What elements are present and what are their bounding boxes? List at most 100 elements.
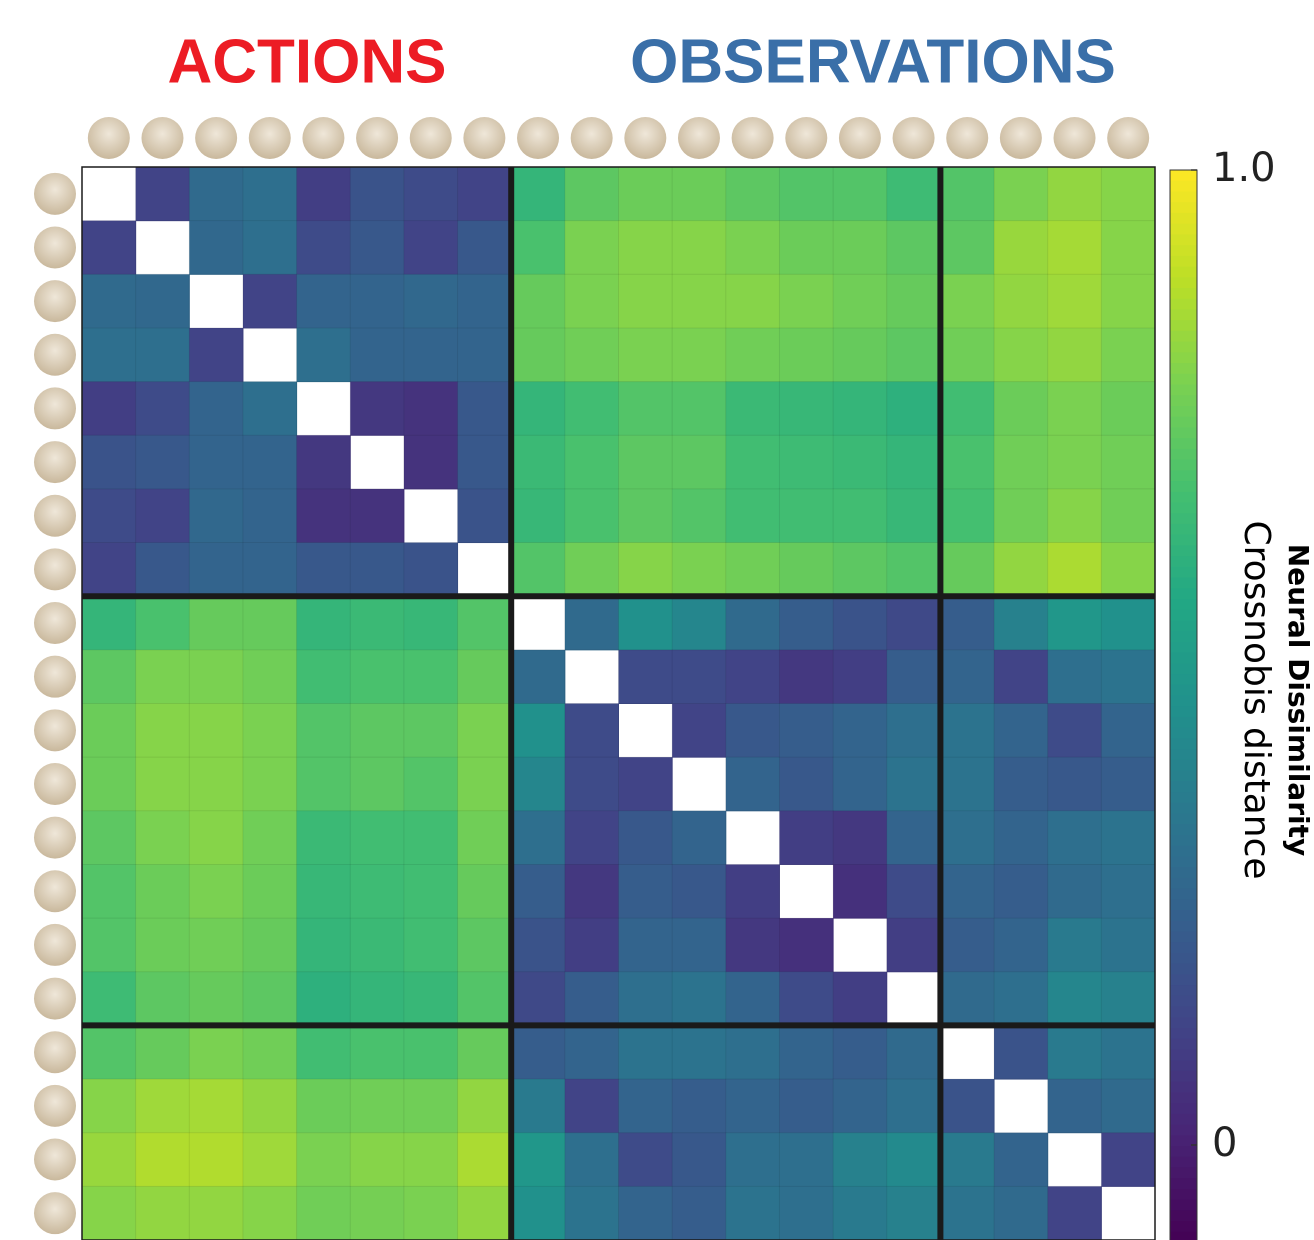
heatmap-cell: [779, 382, 833, 436]
heatmap-cell: [350, 328, 404, 382]
heatmap-cell: [404, 328, 458, 382]
colorbar-segment: [1170, 878, 1197, 889]
heatmap-cell: [726, 596, 780, 650]
colorbar-segment: [1170, 288, 1197, 299]
heatmap-cell: [672, 864, 726, 918]
heatmap-cell: [994, 650, 1048, 704]
heatmap-cell: [458, 489, 512, 543]
heatmap-cell: [940, 328, 994, 382]
heatmap-cell: [779, 274, 833, 328]
colorbar-segment: [1170, 1178, 1197, 1189]
row-icon: [34, 602, 76, 644]
heatmap-cell: [243, 1079, 297, 1133]
heatmap-cell: [82, 1186, 136, 1240]
row-icon: [34, 548, 76, 590]
heatmap-cell: [82, 1025, 136, 1079]
heatmap-cell: [458, 221, 512, 275]
heatmap-cell: [136, 1133, 190, 1187]
colorbar-segment: [1170, 814, 1197, 825]
heatmap-cell: [779, 1186, 833, 1240]
heatmap-cell: [833, 435, 887, 489]
heatmap-cell: [1048, 918, 1102, 972]
heatmap-cell: [458, 382, 512, 436]
heatmap-cell: [565, 1133, 619, 1187]
heatmap-cell: [404, 757, 458, 811]
colorbar-segment: [1170, 535, 1197, 546]
heatmap-cell: [82, 1133, 136, 1187]
heatmap-cell: [297, 1186, 351, 1240]
colorbar-segment: [1170, 213, 1197, 224]
heatmap-cell: [565, 382, 619, 436]
heatmap-cell: [565, 221, 619, 275]
heatmap-cell: [779, 167, 833, 221]
heatmap-cell: [994, 864, 1048, 918]
column-icon: [195, 117, 237, 159]
colorbar-segment: [1170, 438, 1197, 449]
heatmap-cell: [511, 918, 565, 972]
heatmap-cell: [779, 221, 833, 275]
heatmap-cell: [458, 757, 512, 811]
heatmap-cell: [404, 543, 458, 597]
heatmap-cell: [82, 757, 136, 811]
heatmap-cell: [726, 1079, 780, 1133]
heatmap-cell: [994, 382, 1048, 436]
colorbar-segment: [1170, 685, 1197, 696]
heatmap-cell: [887, 864, 941, 918]
heatmap-cell: [297, 167, 351, 221]
heatmap-cell: [619, 1133, 673, 1187]
heatmap-cell: [1048, 274, 1102, 328]
colorbar-segment: [1170, 1060, 1197, 1071]
heatmap-cell: [458, 704, 512, 758]
heatmap-cell: [887, 811, 941, 865]
heatmap-cell: [404, 1079, 458, 1133]
heatmap-cell: [189, 918, 243, 972]
heatmap-cell: [404, 704, 458, 758]
colorbar-segment: [1170, 696, 1197, 707]
colorbar-segment: [1170, 974, 1197, 985]
heatmap-cell: [672, 221, 726, 275]
colorbar-segment: [1170, 352, 1197, 363]
heatmap-cell: [350, 650, 404, 704]
colorbar-segment: [1170, 1017, 1197, 1028]
heatmap-cell: [1101, 1079, 1155, 1133]
side-title: Neural Dissimilarity: [1282, 544, 1314, 856]
column-icon: [410, 117, 452, 159]
colorbar-segment: [1170, 202, 1197, 213]
heatmap-cell: [136, 704, 190, 758]
heatmap-cell: [726, 274, 780, 328]
heatmap-cell: [1101, 650, 1155, 704]
colorbar-segment: [1170, 460, 1197, 471]
heatmap-cell: [779, 489, 833, 543]
heatmap-cell: [189, 757, 243, 811]
heatmap-cell: [779, 596, 833, 650]
heatmap-cell: [189, 543, 243, 597]
heatmap-cell: [189, 972, 243, 1026]
heatmap-cell: [458, 650, 512, 704]
heatmap-cell: [833, 328, 887, 382]
heatmap-cell: [297, 1133, 351, 1187]
heatmap-cell: [779, 811, 833, 865]
colorbar-tick-label: 1.0: [1212, 145, 1276, 191]
heatmap-cell: [940, 435, 994, 489]
heatmap-cell: [350, 382, 404, 436]
heatmap-cell: [779, 757, 833, 811]
colorbar-segment: [1170, 417, 1197, 428]
heatmap-cell: [458, 918, 512, 972]
heatmap-cell: [779, 543, 833, 597]
heatmap-cell: [994, 704, 1048, 758]
row-icon: [34, 495, 76, 537]
heatmap-cell: [297, 1025, 351, 1079]
heatmap-cell: [511, 382, 565, 436]
colorbar-segment: [1170, 620, 1197, 631]
colorbar-segment: [1170, 824, 1197, 835]
heatmap-cell: [726, 972, 780, 1026]
heatmap-cell: [136, 167, 190, 221]
colorbar-segment: [1170, 1071, 1197, 1082]
row-icon: [34, 1085, 76, 1127]
heatmap-cell: [940, 1186, 994, 1240]
column-icon: [624, 117, 666, 159]
heatmap-cell: [297, 489, 351, 543]
heatmap-cell: [243, 221, 297, 275]
column-icon: [463, 117, 505, 159]
heatmap-cell: [887, 918, 941, 972]
